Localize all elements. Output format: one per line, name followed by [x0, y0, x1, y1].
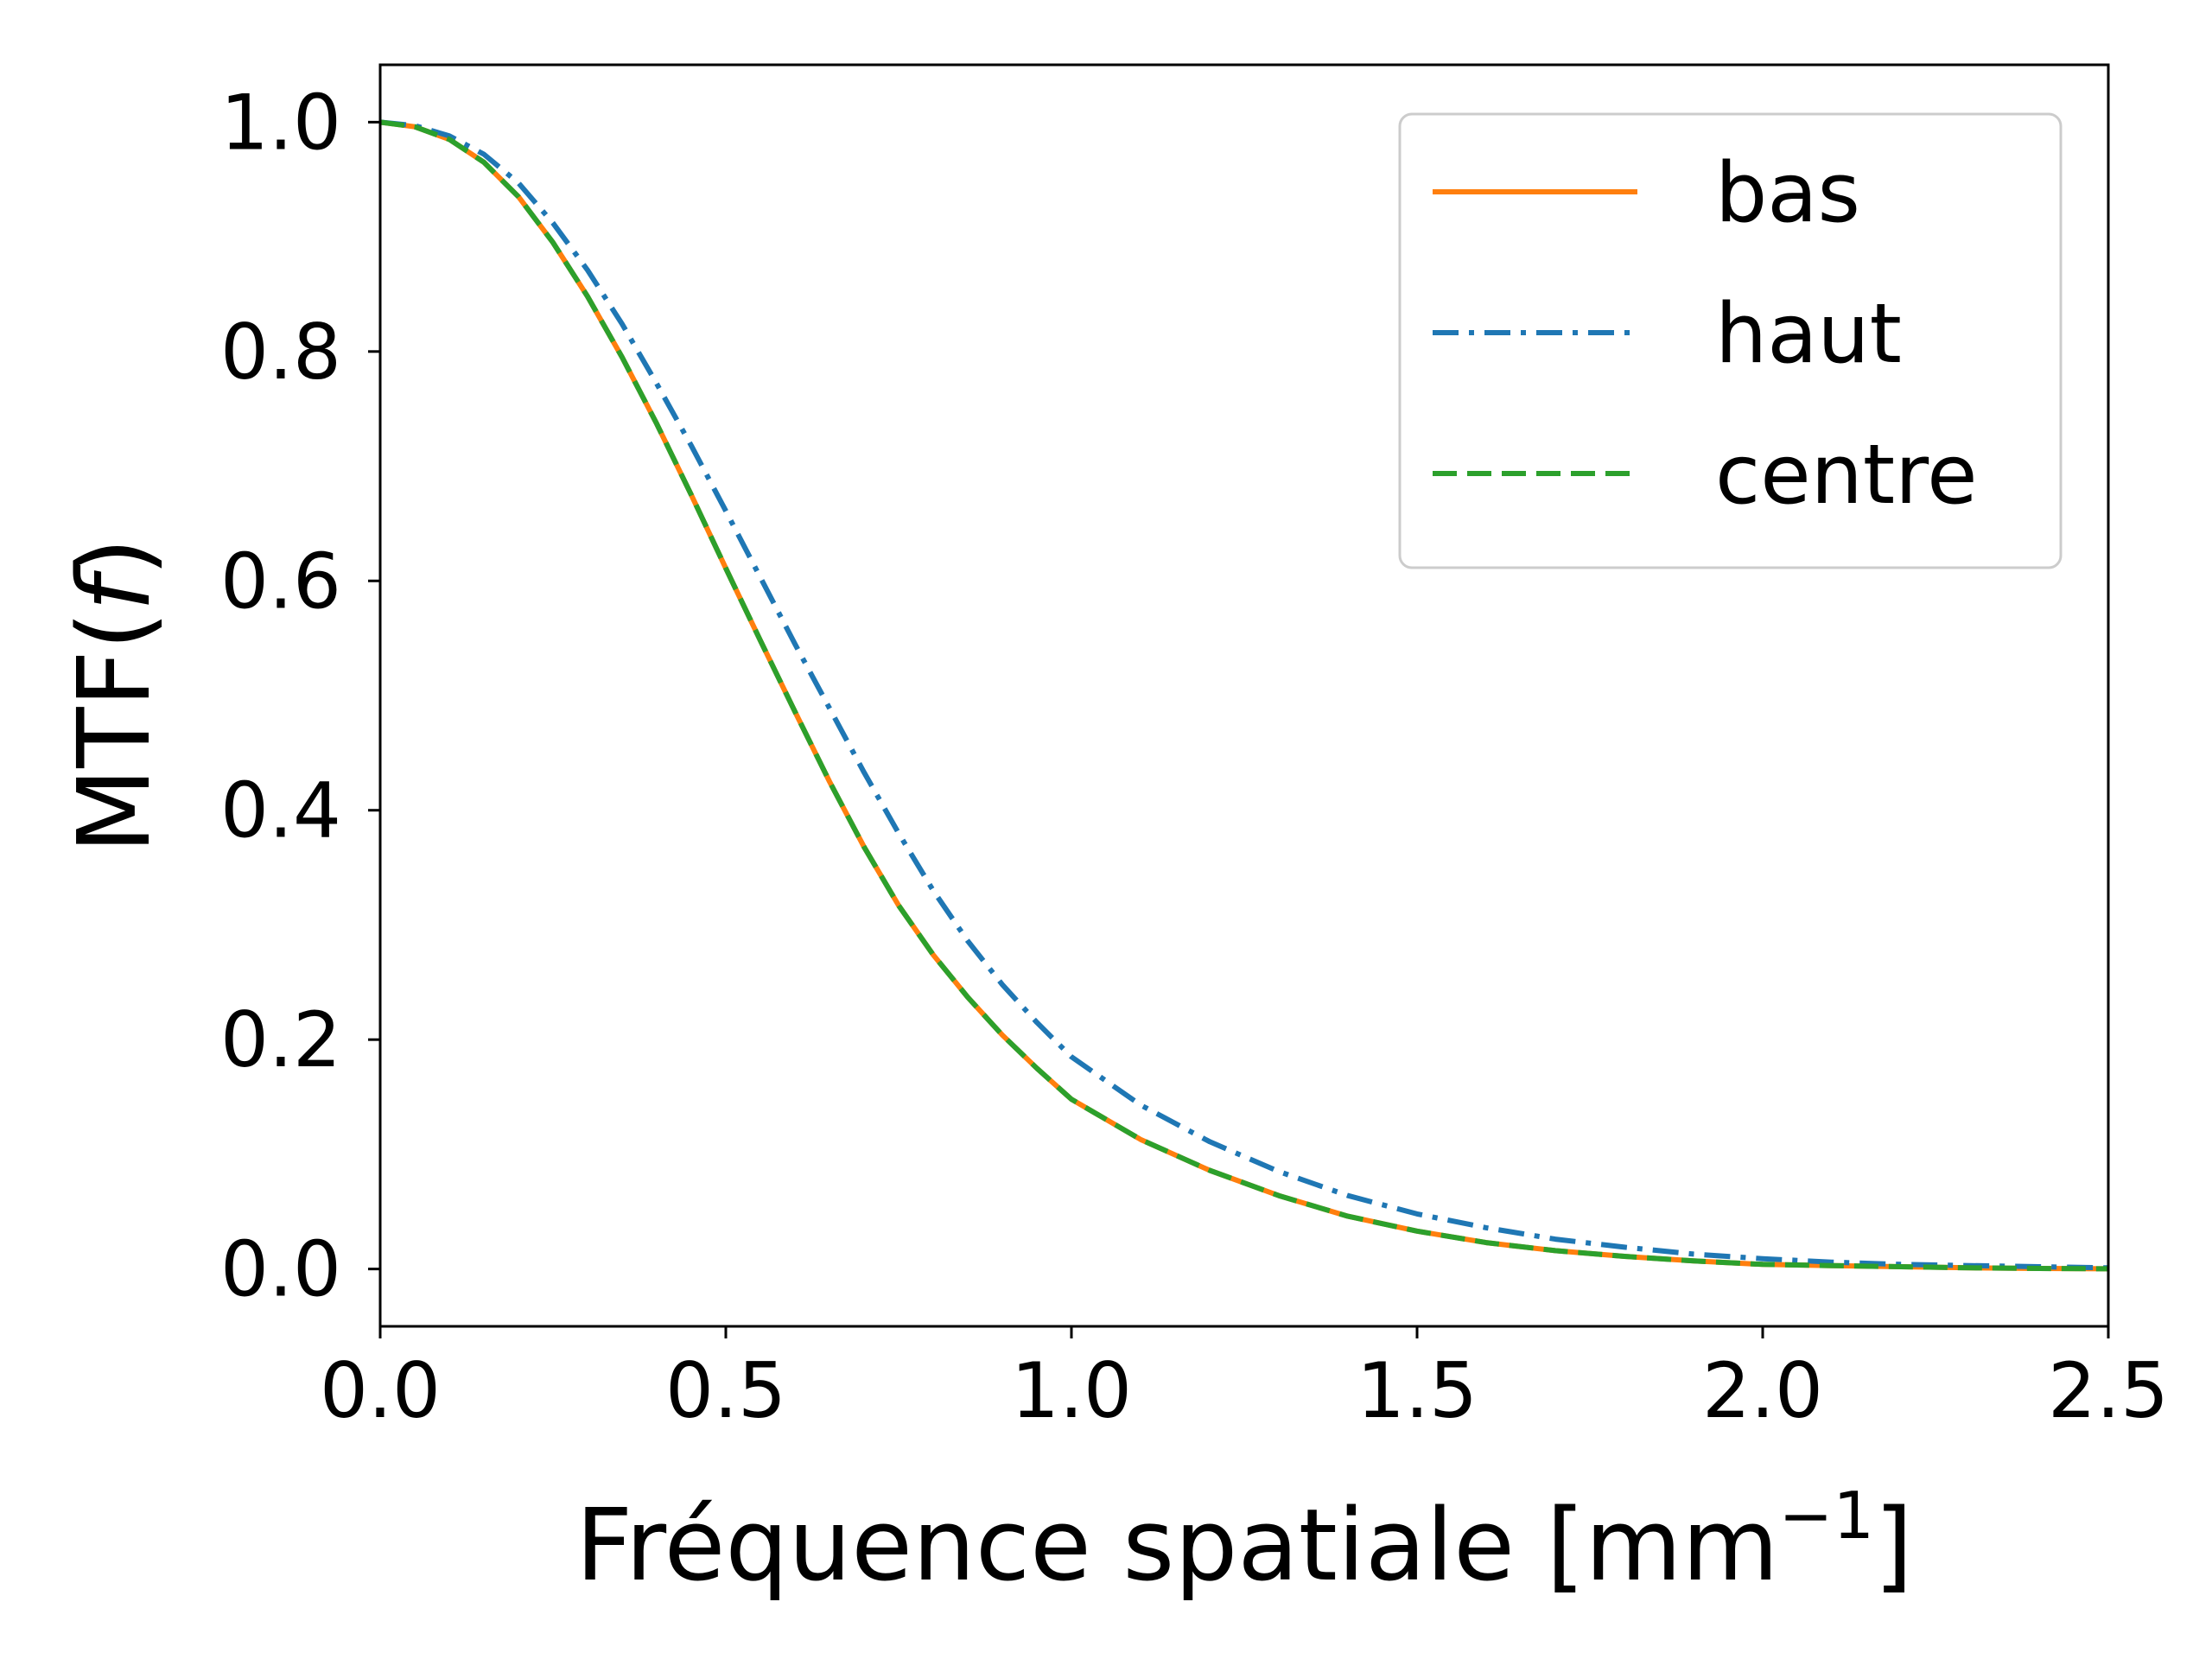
legend-items: bas haut centre [1433, 146, 1978, 523]
y-tick-label: 0.4 [220, 766, 341, 855]
x-tick-label: 1.0 [1011, 1346, 1132, 1435]
legend: bas haut centre [1398, 112, 2063, 569]
x-tick-label: 2.5 [2048, 1346, 2169, 1435]
y-tick-label: 0.8 [220, 308, 341, 397]
x-tick-label: 2.0 [1702, 1346, 1823, 1435]
y-axis-label-prefix: MTF( [57, 611, 173, 853]
series-line-haut [379, 119, 2109, 1271]
plot-frame [378, 63, 2110, 1328]
legend-label-bas: bas [1715, 146, 1860, 241]
x-tick-label: 1.5 [1357, 1346, 1478, 1435]
legend-box [1398, 112, 2063, 569]
y-axis-label: MTF(f) [57, 537, 173, 854]
y-tick-label: 0.0 [220, 1225, 341, 1314]
x-tick-label: 0.0 [320, 1346, 441, 1435]
x-tick-label: 0.5 [665, 1346, 786, 1435]
legend-label-centre: centre [1715, 428, 1978, 523]
y-tick-label: 0.6 [220, 537, 341, 626]
x-axis-label-exponent: −1 [1778, 1478, 1874, 1554]
y-axis-ticks: 0.0 0.2 0.4 0.6 0.8 1.0 [220, 78, 380, 1314]
y-tick-label: 1.0 [220, 78, 341, 167]
x-axis-ticks: 0.0 0.5 1.0 1.5 2.0 2.5 [320, 1326, 2169, 1435]
y-tick-label: 0.2 [220, 995, 341, 1084]
x-axis-label: Fréquence spatiale [mm−1] [575, 1478, 1913, 1604]
series-layer [379, 119, 2109, 1272]
x-axis-label-main: Fréquence spatiale [mm [575, 1488, 1778, 1604]
legend-label-haut: haut [1715, 287, 1902, 382]
x-axis-label-end: ] [1874, 1488, 1913, 1604]
y-axis-label-suffix: ) [57, 537, 173, 576]
series-line-centre [379, 119, 2109, 1272]
